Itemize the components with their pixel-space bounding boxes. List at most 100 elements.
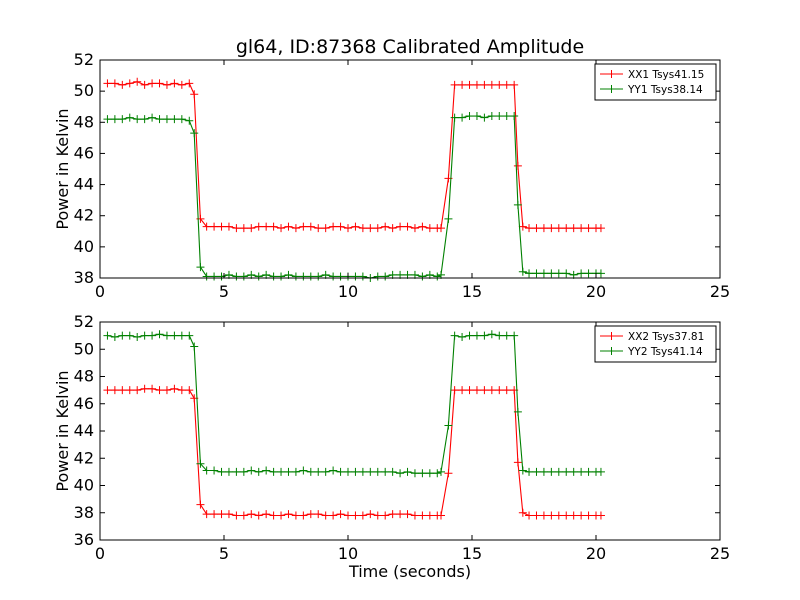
data-point <box>284 222 293 231</box>
data-point <box>170 384 179 393</box>
data-point <box>480 113 489 122</box>
y-tick-label: 38 <box>74 268 94 287</box>
data-point <box>284 467 293 476</box>
data-point <box>148 79 157 88</box>
data-point <box>450 331 459 340</box>
data-point <box>177 80 186 89</box>
data-point <box>437 467 445 476</box>
data-point <box>577 269 586 278</box>
data-point <box>314 510 323 519</box>
data-point <box>291 224 300 233</box>
y-axis-label: Power in Kelvin <box>53 108 72 229</box>
data-point <box>596 224 605 233</box>
data-point <box>487 80 496 89</box>
data-point <box>596 511 605 520</box>
y-tick-label: 46 <box>74 394 94 413</box>
x-tick-label: 10 <box>338 282 358 301</box>
data-point <box>103 331 112 340</box>
data-point <box>299 222 308 231</box>
data-point <box>366 510 375 519</box>
data-point <box>569 224 578 233</box>
data-point <box>329 272 338 281</box>
data-point <box>162 386 171 395</box>
data-point <box>210 222 219 231</box>
data-point <box>547 269 556 278</box>
data-point <box>185 79 194 88</box>
data-point <box>155 386 164 395</box>
data-point <box>518 466 527 475</box>
data-point <box>547 511 556 520</box>
y-tick-label: 44 <box>74 421 94 440</box>
data-point <box>103 386 112 395</box>
y-tick-label: 36 <box>74 530 94 549</box>
data-point <box>247 510 256 519</box>
legend-marker <box>607 85 616 93</box>
data-point <box>202 222 211 231</box>
data-point <box>518 222 527 231</box>
data-point <box>148 384 157 393</box>
data-point <box>291 467 300 476</box>
data-point <box>425 224 434 233</box>
data-point <box>510 80 519 89</box>
data-point <box>103 115 112 124</box>
data-point <box>539 467 548 476</box>
data-point <box>418 511 427 520</box>
data-point <box>210 272 219 281</box>
legend-box <box>594 63 717 101</box>
data-point <box>465 386 474 395</box>
data-point <box>577 467 586 476</box>
data-point <box>239 224 248 233</box>
data-point <box>562 467 571 476</box>
data-point <box>480 386 489 395</box>
data-point <box>239 467 248 476</box>
data-point <box>495 80 504 89</box>
legend-label: YY1 Tsys38.14 <box>627 84 703 96</box>
data-point <box>314 224 323 233</box>
data-point <box>433 272 442 281</box>
data-point <box>224 222 233 231</box>
data-point <box>125 386 134 395</box>
y-tick-label: 40 <box>74 237 94 256</box>
data-point <box>110 115 119 124</box>
y-tick-label: 42 <box>74 448 94 467</box>
data-point <box>269 511 278 520</box>
legend-marker <box>607 70 616 78</box>
data-point <box>118 386 127 395</box>
data-point <box>306 222 315 231</box>
data-point <box>373 224 382 233</box>
data-point <box>539 511 548 520</box>
data-point <box>344 511 352 520</box>
data-point <box>487 330 496 339</box>
data-point <box>170 79 179 88</box>
data-point <box>185 386 194 395</box>
legend-label: XX2 Tsys37.81 <box>628 331 704 343</box>
data-point <box>190 90 199 99</box>
data-point <box>584 467 593 476</box>
data-point <box>321 511 330 520</box>
data-point <box>133 77 142 86</box>
data-point <box>232 511 241 520</box>
data-point <box>513 458 522 467</box>
data-point <box>306 272 315 281</box>
data-point <box>125 331 134 340</box>
x-tick-label: 5 <box>219 282 229 301</box>
data-point <box>217 510 226 519</box>
data-point <box>532 511 541 520</box>
data-point <box>418 222 427 231</box>
data-point <box>569 511 578 520</box>
data-point <box>329 222 338 231</box>
data-point <box>155 330 164 339</box>
data-point <box>532 269 541 278</box>
x-tick-label: 5 <box>219 544 229 563</box>
data-point <box>291 272 300 281</box>
y-tick-label: 52 <box>74 312 94 331</box>
series-yy2 <box>103 330 605 478</box>
data-point <box>210 510 219 519</box>
x-axis-label: Time (seconds) <box>348 562 471 581</box>
y-tick-label: 50 <box>74 81 94 100</box>
data-point <box>381 222 390 231</box>
data-point <box>314 272 323 281</box>
data-point <box>547 467 556 476</box>
data-point <box>480 331 489 340</box>
y-tick-label: 48 <box>74 112 94 131</box>
